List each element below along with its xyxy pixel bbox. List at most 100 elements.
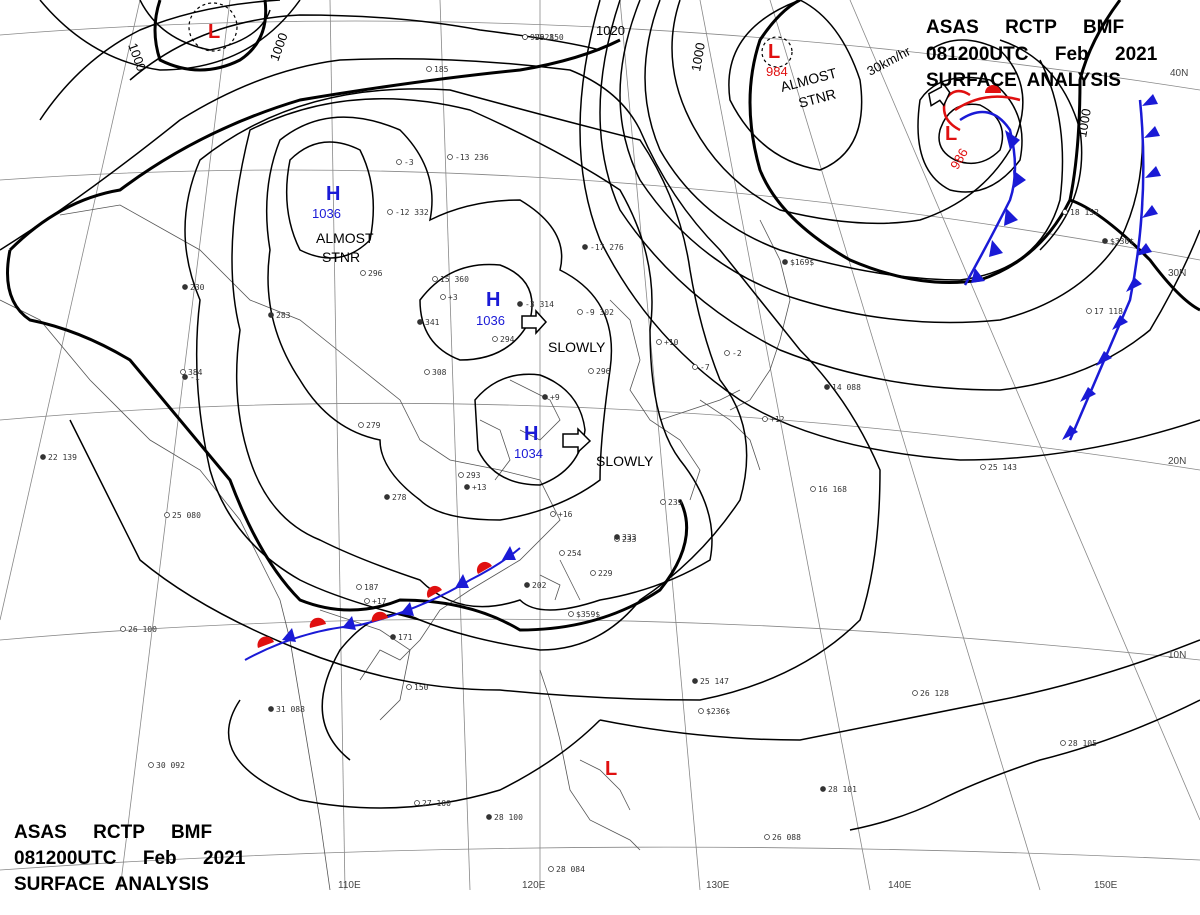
station-marker — [358, 422, 364, 428]
station-obs-text: 22 139 — [48, 453, 77, 462]
station-marker — [912, 690, 918, 696]
station-marker — [542, 394, 548, 400]
lat-label: 40N — [1170, 68, 1188, 79]
station-marker — [414, 800, 420, 806]
graticule — [0, 0, 1200, 891]
station-marker — [120, 626, 126, 632]
station-obs-text: +16 — [558, 510, 573, 519]
station-obs-text: -25 150 — [530, 33, 564, 42]
station-obs-text: 384 — [188, 368, 203, 377]
header-line3: SURFACE ANALYSIS — [14, 874, 209, 895]
station-marker — [692, 678, 698, 684]
header-bottom-left: ASAS RCTP BMF 081200UTC Feb 2021 SURFACE… — [14, 822, 246, 895]
note-stnr: STNR — [322, 249, 360, 265]
station-obs-text: -2 — [732, 349, 742, 358]
station-obs-text: 25 143 — [988, 463, 1017, 472]
station-obs-text: +10 — [664, 338, 679, 347]
station-marker — [356, 584, 362, 590]
pressure-systems: H 1036 H 1036 H 1034 L 984 L 986 L L — [208, 21, 971, 780]
lon-label: 110E — [338, 880, 361, 891]
station-obs-text: 171 — [398, 633, 413, 642]
lon-label: 130E — [706, 880, 730, 891]
station-marker — [268, 706, 274, 712]
low-letter: L — [605, 758, 617, 780]
station-marker — [1060, 740, 1066, 746]
station-obs-text: 294 — [500, 335, 515, 344]
station-marker — [424, 369, 430, 375]
low-letter: L — [945, 123, 957, 145]
station-marker — [396, 159, 402, 165]
isobar-label: 1000 — [688, 41, 708, 72]
station-marker — [268, 312, 274, 318]
isobar-label: 1000 — [1074, 107, 1094, 138]
station-marker — [588, 368, 594, 374]
lat-label: 10N — [1168, 650, 1186, 661]
coastlines — [0, 204, 791, 891]
station-observations: -25 150 -13 236 -12 332 -17 276 -9 302 15 360… — [40, 33, 1134, 874]
station-obs-text: 254 — [567, 549, 582, 558]
station-marker — [164, 512, 170, 518]
station-obs-text: -3 314 — [525, 300, 554, 309]
station-obs-text: 283 — [276, 311, 291, 320]
isobar-label: 1000 — [267, 31, 291, 63]
station-obs-text: 14 088 — [832, 383, 861, 392]
header-line2: 081200UTC Feb 2021 — [926, 44, 1158, 65]
station-obs-text: 308 — [432, 368, 447, 377]
header-line2: 081200UTC Feb 2021 — [14, 848, 246, 869]
movement-arrows — [521, 78, 951, 454]
isobars-thick — [6, 0, 1200, 632]
station-marker — [517, 301, 523, 307]
station-marker — [614, 534, 620, 540]
station-marker — [764, 834, 770, 840]
lon-label: 120E — [522, 880, 546, 891]
station-obs-text: -1 — [190, 373, 200, 382]
station-marker — [582, 244, 588, 250]
station-marker — [1062, 209, 1068, 215]
isobar-label: 1000 — [125, 41, 149, 73]
station-marker — [724, 350, 730, 356]
station-obs-text: 25 147 — [700, 677, 729, 686]
station-obs-text: -7 — [700, 363, 710, 372]
note-slowly: SLOWLY — [548, 339, 606, 355]
station-obs-text: $330$ — [1110, 237, 1134, 246]
station-marker — [698, 708, 704, 714]
lon-label: 150E — [1094, 880, 1118, 891]
station-marker — [148, 762, 154, 768]
station-obs-text: +13 — [472, 483, 487, 492]
station-obs-text: 26 128 — [920, 689, 949, 698]
station-obs-text: 293 — [466, 471, 481, 480]
station-marker — [360, 270, 366, 276]
speed-note: 30km/hr — [864, 43, 913, 79]
high-letter: H — [486, 289, 500, 311]
station-marker — [447, 154, 453, 160]
station-obs-text: 27 100 — [422, 799, 451, 808]
note-almost: ALMOST — [316, 230, 374, 246]
station-marker — [810, 486, 816, 492]
header-line1: ASAS RCTP BMF — [14, 822, 212, 843]
low-center-dashes — [188, 2, 793, 68]
station-marker — [656, 339, 662, 345]
station-marker — [590, 570, 596, 576]
station-obs-text: -3 — [404, 158, 414, 167]
station-marker — [692, 364, 698, 370]
station-obs-text: 15 360 — [440, 275, 469, 284]
station-marker — [390, 634, 396, 640]
station-marker — [387, 209, 393, 215]
isobars-thin — [0, 0, 1200, 831]
station-marker — [486, 814, 492, 820]
high-letter: H — [326, 183, 340, 205]
station-obs-text: +12 — [770, 415, 785, 424]
station-obs-text: 185 — [434, 65, 449, 74]
station-marker — [492, 336, 498, 342]
station-obs-text: -13 236 — [455, 153, 489, 162]
isobar-label: 1020 — [596, 23, 625, 38]
header-top-right: ASAS RCTP BMF 081200UTC Feb 2021 SURFACE… — [926, 17, 1158, 91]
station-obs-text: 28 100 — [494, 813, 523, 822]
station-marker — [1102, 238, 1108, 244]
station-marker — [548, 866, 554, 872]
station-obs-text: 278 — [392, 493, 407, 502]
grid-labels: 110E 120E 130E 140E 150E 40N 30N 20N 10N — [338, 68, 1188, 891]
station-obs-text: 16 168 — [818, 485, 847, 494]
